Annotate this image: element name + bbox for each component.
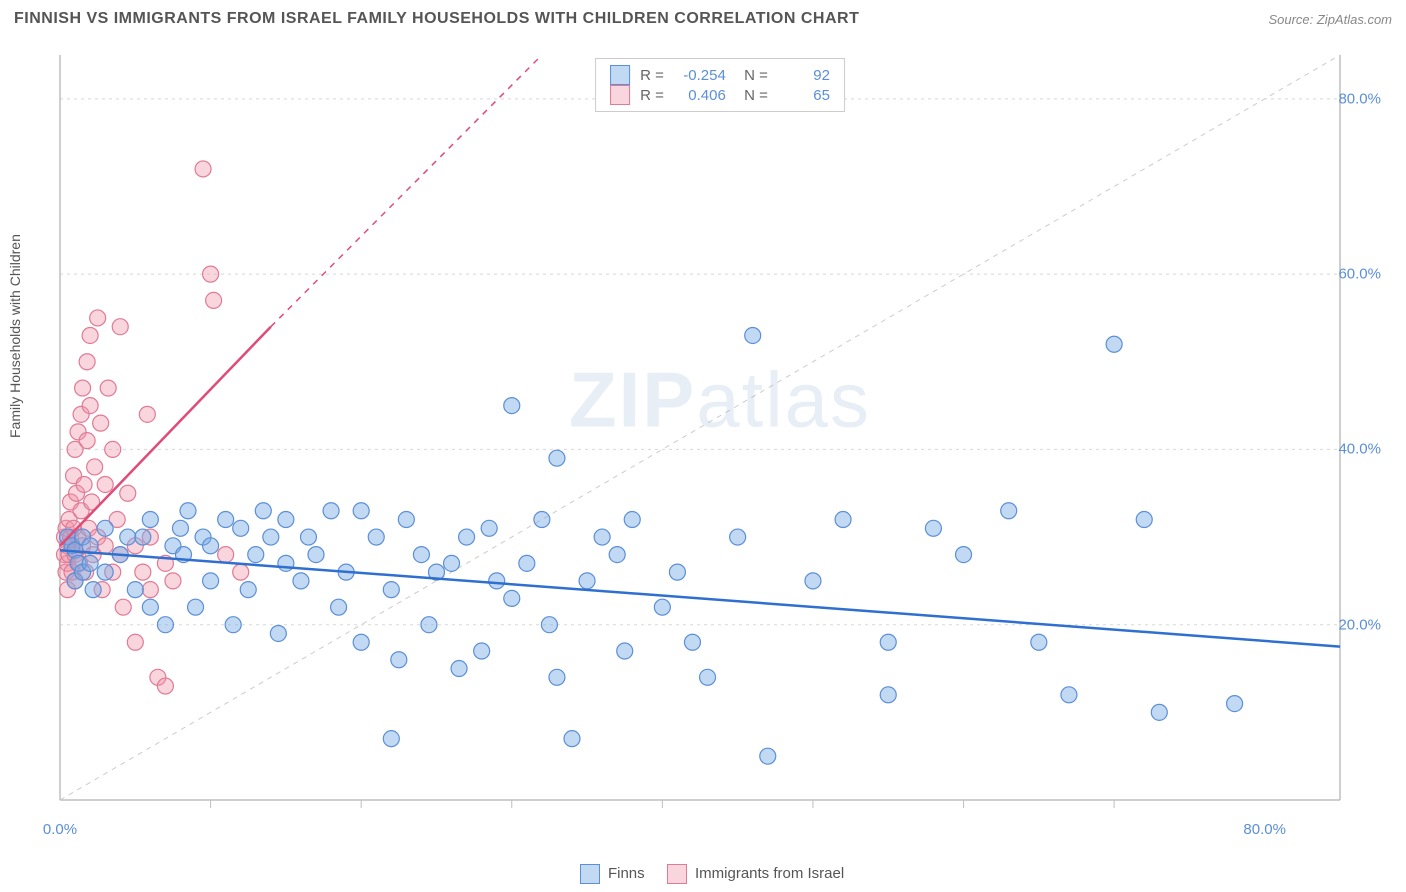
stat-label-n: N = xyxy=(736,87,768,104)
stat-label-n: N = xyxy=(736,67,768,84)
stat-r-finns: -0.254 xyxy=(674,67,726,84)
x-tick-label: 80.0% xyxy=(1243,821,1286,838)
stats-row-israel: R = 0.406 N = 65 xyxy=(610,85,830,105)
stats-row-finns: R = -0.254 N = 92 xyxy=(610,65,830,85)
x-tick-label: 0.0% xyxy=(43,821,77,838)
y-tick-label: 20.0% xyxy=(1338,616,1381,633)
scatter-plot xyxy=(55,50,1385,810)
legend-label-finns: Finns xyxy=(608,865,645,882)
legend-swatch-israel xyxy=(667,864,687,884)
chart-container: ZIPatlas R = -0.254 N = 92 R = 0.406 N =… xyxy=(55,50,1385,810)
swatch-israel xyxy=(610,85,630,105)
stat-r-israel: 0.406 xyxy=(674,87,726,104)
stat-n-finns: 92 xyxy=(778,67,830,84)
y-tick-label: 80.0% xyxy=(1338,90,1381,107)
y-tick-label: 40.0% xyxy=(1338,441,1381,458)
y-tick-label: 60.0% xyxy=(1338,266,1381,283)
stat-n-israel: 65 xyxy=(778,87,830,104)
y-axis-label: Family Households with Children xyxy=(7,234,23,438)
bottom-legend: Finns Immigrants from Israel xyxy=(0,864,1406,884)
stat-label-r: R = xyxy=(640,67,664,84)
chart-title: FINNISH VS IMMIGRANTS FROM ISRAEL FAMILY… xyxy=(14,10,859,28)
source-label: Source: ZipAtlas.com xyxy=(1268,12,1392,27)
stat-label-r: R = xyxy=(640,87,664,104)
stats-box: R = -0.254 N = 92 R = 0.406 N = 65 xyxy=(595,58,845,112)
swatch-finns xyxy=(610,65,630,85)
legend-swatch-finns xyxy=(580,864,600,884)
legend-label-israel: Immigrants from Israel xyxy=(695,865,844,882)
